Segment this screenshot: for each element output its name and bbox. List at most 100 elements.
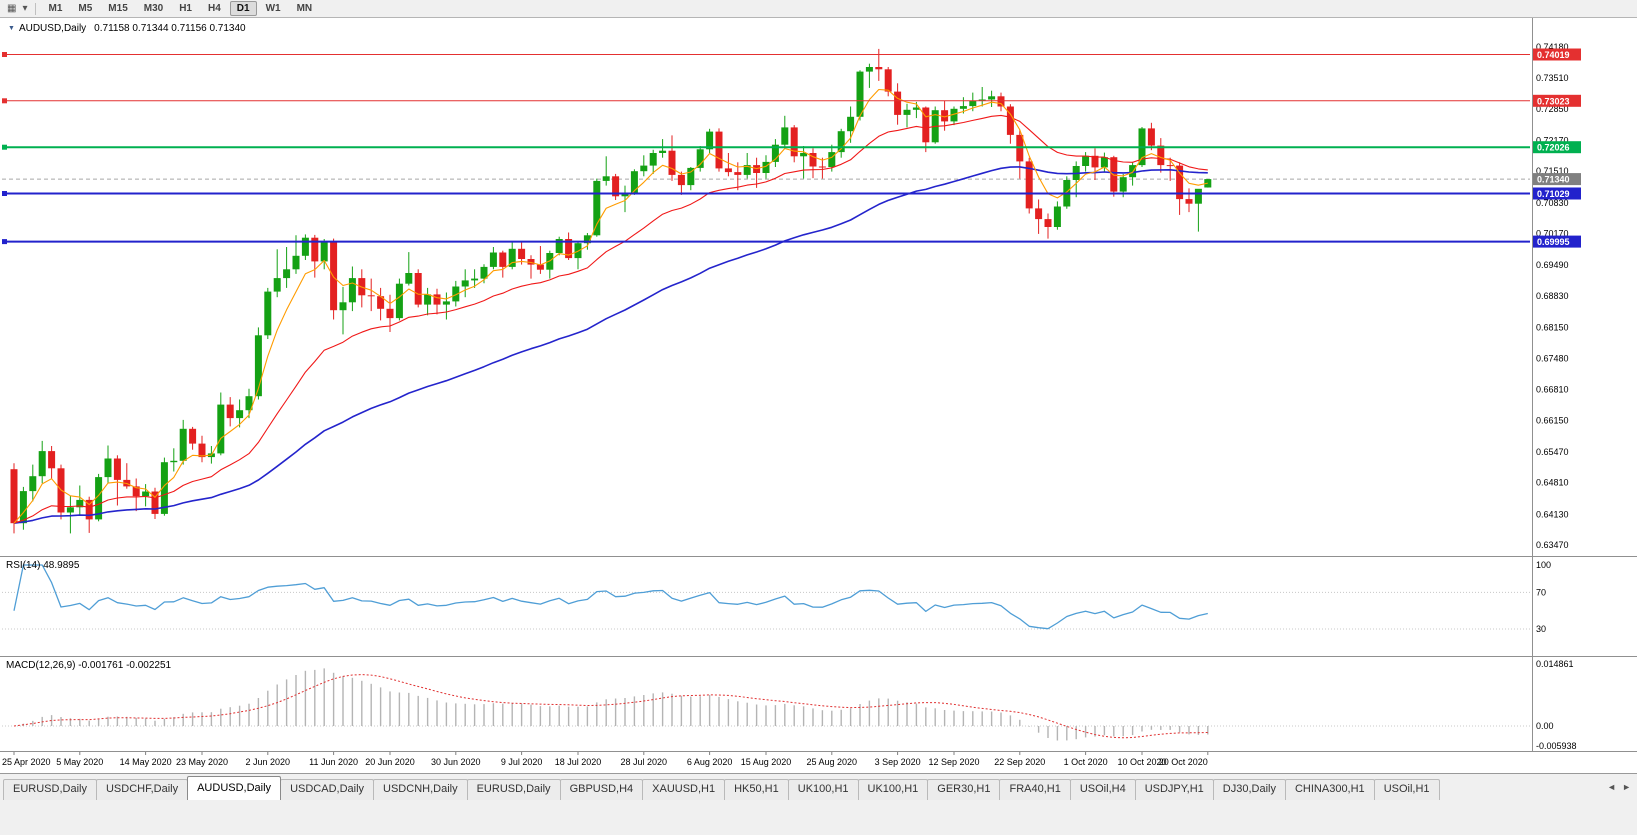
svg-text:0.68150: 0.68150 [1536, 322, 1569, 332]
chart-tab-usoil-h1[interactable]: USOil,H1 [1373, 779, 1440, 800]
tab-scroll-left-icon[interactable]: ◄ [1607, 782, 1617, 792]
svg-text:0.63470: 0.63470 [1536, 540, 1569, 550]
svg-text:0.64810: 0.64810 [1536, 478, 1569, 488]
macd-panel[interactable]: 0.014861 0.00 -0.005938 [0, 656, 1637, 752]
svg-text:100: 100 [1536, 560, 1551, 570]
svg-text:0.69490: 0.69490 [1536, 260, 1569, 270]
svg-text:0.72026: 0.72026 [1537, 143, 1570, 153]
timeframe-button-h4[interactable]: H4 [208, 3, 221, 14]
ma-fast-line [13, 88, 1208, 524]
chart-background [0, 18, 1637, 773]
svg-text:0.73510: 0.73510 [1536, 73, 1569, 83]
timeframe-button-m15[interactable]: M15 [108, 3, 128, 14]
svg-text:0.014861: 0.014861 [1536, 659, 1574, 669]
svg-text:0.66150: 0.66150 [1536, 415, 1569, 425]
ma-mid-line [13, 114, 1208, 524]
time-axis[interactable]: 25 Apr 2020 5 May 2020 14 May 2020 23 May 2… [0, 751, 1637, 768]
svg-text:0.67480: 0.67480 [1536, 354, 1569, 364]
svg-text:30 Jun 2020: 30 Jun 2020 [431, 757, 481, 767]
chart-tab-uk100-h1[interactable]: UK100,H1 [857, 779, 929, 800]
svg-text:0.68830: 0.68830 [1536, 291, 1569, 301]
svg-text:11 Jun 2020: 11 Jun 2020 [309, 757, 358, 767]
chart-tab-eurusd-daily[interactable]: EURUSD,Daily [3, 779, 97, 800]
svg-text:0.71510: 0.71510 [1536, 166, 1569, 176]
svg-text:0.64130: 0.64130 [1536, 509, 1569, 519]
hline-price-tag-0.71029: 0.71029 [1533, 187, 1581, 200]
svg-text:0.70170: 0.70170 [1536, 229, 1569, 239]
svg-text:15 Aug 2020: 15 Aug 2020 [741, 757, 792, 767]
timeframe-button-m1[interactable]: M1 [48, 3, 63, 14]
svg-text:2 Jun 2020: 2 Jun 2020 [246, 757, 291, 767]
chart-tab-gbpusd-h4[interactable]: GBPUSD,H4 [559, 779, 644, 800]
svg-text:1 Oct 2020: 1 Oct 2020 [1064, 757, 1108, 767]
chart-tab-dj30-daily[interactable]: DJ30,Daily [1212, 779, 1286, 800]
hline-price-tag-0.74019: 0.74019 [1533, 48, 1581, 61]
timeframe-button-d1[interactable]: D1 [229, 1, 257, 16]
svg-text:10 Oct 2020: 10 Oct 2020 [1117, 757, 1166, 767]
svg-text:0.00: 0.00 [1536, 721, 1554, 731]
svg-text:20 Jun 2020: 20 Jun 2020 [365, 757, 415, 767]
hline-0.69995[interactable] [2, 239, 1530, 245]
dropdown-arrow-icon[interactable]: ▾ [22, 2, 28, 14]
svg-text:22 Sep 2020: 22 Sep 2020 [994, 757, 1045, 767]
tab-scroll-right-icon[interactable]: ► [1622, 782, 1631, 792]
price-chart[interactable]: 0.74180 0.73510 0.72850 0.72170 0.71510 0.708… [0, 18, 1637, 773]
chart-tab-ger30-h1[interactable]: GER30,H1 [927, 779, 1001, 800]
chart-tab-eurusd-daily[interactable]: EURUSD,Daily [466, 779, 561, 800]
chart-tab-china300-h1[interactable]: CHINA300,H1 [1284, 779, 1375, 800]
chart-tab-audusd-daily[interactable]: AUDUSD,Daily [187, 776, 282, 800]
chart-type-icon[interactable]: ▦ [7, 2, 17, 14]
chart-tab-fra40-h1[interactable]: FRA40,H1 [999, 779, 1071, 800]
price-axis[interactable]: 0.74180 0.73510 0.72850 0.72170 0.71510 0.708… [1532, 18, 1582, 751]
ma-slow-line [13, 166, 1208, 524]
svg-text:20 Oct 2020: 20 Oct 2020 [1159, 757, 1208, 767]
hline-price-tag-0.69995: 0.69995 [1533, 235, 1581, 248]
timeframe-button-m5[interactable]: M5 [78, 3, 93, 14]
chart-tab-usdcad-daily[interactable]: USDCAD,Daily [280, 779, 375, 800]
svg-text:28 Jul 2020: 28 Jul 2020 [621, 757, 668, 767]
timeframe-button-mn[interactable]: MN [296, 3, 313, 14]
svg-text:0.71340: 0.71340 [1537, 175, 1570, 185]
svg-text:0.66810: 0.66810 [1536, 385, 1569, 395]
hline-0.73023[interactable] [2, 98, 1530, 104]
hline-0.71029[interactable] [2, 191, 1530, 196]
svg-text:70: 70 [1536, 587, 1546, 597]
chart-tab-uk100-h1[interactable]: UK100,H1 [787, 779, 859, 800]
timeframe-button-m30[interactable]: M30 [143, 3, 164, 14]
svg-text:0.74019: 0.74019 [1537, 50, 1570, 60]
svg-text:12 Sep 2020: 12 Sep 2020 [928, 757, 979, 767]
current-price-tag: 0.71340 [1533, 173, 1581, 186]
rsi-line [13, 564, 1208, 630]
hline-0.72026[interactable] [2, 144, 1530, 150]
collapse-arrow-icon[interactable]: ▼ [8, 25, 15, 32]
timeframe-buttons: M1 M5 M15 M30 H1 H4 D1 W1 MN [41, 1, 319, 16]
svg-text:30: 30 [1536, 624, 1546, 634]
timeframe-button-h1[interactable]: H1 [179, 3, 192, 14]
hline-price-tag-0.73023: 0.73023 [1533, 94, 1581, 107]
chart-tab-xauusd-h1[interactable]: XAUUSD,H1 [642, 779, 726, 800]
chart-tab-usoil-h4[interactable]: USOil,H4 [1069, 779, 1136, 800]
ohlc-values: 0.71158 0.71344 0.71156 0.71340 [94, 23, 246, 34]
svg-text:14 May 2020: 14 May 2020 [120, 757, 172, 767]
chart-tab-usdcnh-daily[interactable]: USDCNH,Daily [373, 779, 468, 800]
svg-text:9 Jul 2020: 9 Jul 2020 [501, 757, 543, 767]
main-price-panel[interactable] [2, 48, 1530, 534]
svg-text:0.71029: 0.71029 [1537, 189, 1570, 199]
hline-0.74019[interactable] [2, 52, 1530, 57]
chart-tab-usdjpy-h1[interactable]: USDJPY,H1 [1134, 779, 1214, 800]
chart-tabs-bar: EURUSD,Daily USDCHF,Daily AUDUSD,Daily USDC… [0, 773, 1637, 800]
svg-text:0.72850: 0.72850 [1536, 104, 1569, 114]
svg-text:25 Aug 2020: 25 Aug 2020 [807, 757, 858, 767]
chart-ohlc-readout: ▼ AUDUSD,Daily 0.71158 0.71344 0.71156 0.7… [8, 23, 246, 34]
rsi-panel[interactable]: 100 70 30 [0, 556, 1637, 635]
svg-text:23 May 2020: 23 May 2020 [176, 757, 228, 767]
timeframe-button-w1[interactable]: W1 [265, 3, 281, 14]
chart-symbol-label: AUDUSD,Daily [18, 23, 87, 34]
chart-tab-hk50-h1[interactable]: HK50,H1 [724, 779, 789, 800]
svg-text:6 Aug 2020: 6 Aug 2020 [687, 757, 733, 767]
chart-tab-usdchf-daily[interactable]: USDCHF,Daily [95, 779, 189, 800]
svg-text:25 Apr 2020: 25 Apr 2020 [2, 757, 51, 767]
macd-indicator-label: MACD(12,26,9) -0.001761 -0.002251 [6, 660, 172, 671]
svg-text:0.73023: 0.73023 [1537, 96, 1570, 106]
